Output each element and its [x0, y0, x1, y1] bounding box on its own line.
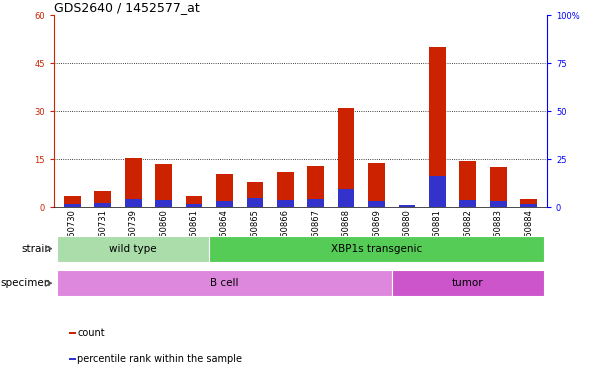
Text: GDS2640 / 1452577_at: GDS2640 / 1452577_at	[54, 1, 200, 14]
Bar	[186, 204, 203, 207]
Bar	[94, 191, 111, 207]
Bar	[64, 204, 81, 207]
Bar	[307, 199, 324, 207]
Bar	[392, 270, 544, 296]
Bar	[125, 158, 142, 207]
Bar	[216, 200, 233, 207]
Bar	[209, 236, 544, 262]
Bar	[307, 166, 324, 207]
Bar	[520, 204, 537, 207]
Bar	[338, 189, 355, 207]
Bar	[125, 199, 142, 207]
Bar	[57, 236, 209, 262]
Bar	[429, 176, 446, 207]
Bar	[490, 167, 507, 207]
Bar	[155, 164, 172, 207]
Bar	[368, 200, 385, 207]
Bar	[398, 205, 415, 207]
Bar	[459, 200, 476, 207]
Bar	[459, 161, 476, 207]
Bar	[338, 108, 355, 207]
Bar	[186, 196, 203, 207]
Text: count: count	[78, 328, 105, 338]
Bar	[429, 47, 446, 207]
Bar	[216, 174, 233, 207]
Bar	[246, 198, 263, 207]
Text: percentile rank within the sample: percentile rank within the sample	[78, 354, 242, 364]
Bar	[64, 196, 81, 207]
Bar	[398, 206, 415, 207]
Bar	[368, 162, 385, 207]
Bar	[69, 358, 76, 360]
Text: specimen: specimen	[1, 278, 51, 288]
Bar	[69, 332, 76, 334]
Bar	[155, 200, 172, 207]
Text: strain: strain	[21, 243, 51, 254]
Text: wild type: wild type	[109, 243, 157, 254]
Text: B cell: B cell	[210, 278, 239, 288]
Bar	[490, 200, 507, 207]
Bar	[246, 182, 263, 207]
Bar	[277, 172, 294, 207]
Bar	[94, 203, 111, 207]
Bar	[520, 199, 537, 207]
Text: tumor: tumor	[452, 278, 484, 288]
Bar	[57, 270, 392, 296]
Bar	[277, 200, 294, 207]
Text: XBP1s transgenic: XBP1s transgenic	[331, 243, 422, 254]
